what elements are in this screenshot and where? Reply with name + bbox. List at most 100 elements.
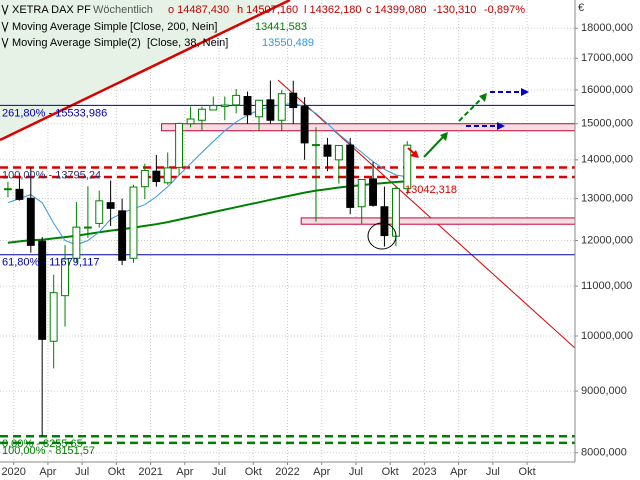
title: XETRA DAX PF [12,4,91,16]
legend-icon [1,21,9,33]
candle-body [209,105,218,111]
x-tick-label: Okt [382,466,399,478]
x-tick-label: Apr [450,466,467,478]
close: c 14399,080 [366,4,427,16]
x-tick-label: Okt [245,466,262,478]
candle-body [312,144,320,147]
x-tick-label: Apr [39,466,56,478]
candle-body [232,94,241,106]
candle-body [83,226,92,229]
y-tick-label: 10000,000 [581,330,633,342]
y-tick-label: 12000,000 [581,234,633,246]
candle-body [140,169,149,188]
level-label: 100,00% - 8151,57 [2,445,95,457]
change-pct: -0,897% [484,4,525,16]
candle-body [334,145,343,161]
candle-body [49,292,58,342]
candle-body [266,99,275,121]
legend-icon [1,37,9,49]
x-tick-label: Apr [176,466,193,478]
candle-body [186,118,195,125]
y-tick-label: 17000,000 [581,52,633,64]
candle-body [118,210,127,261]
legend-value: 13441,583 [255,21,307,33]
candle-body [175,122,184,168]
interval: Wöchentlich [93,4,153,16]
high: h 14507,160 [237,4,298,16]
candle-body [15,188,24,200]
legend-params: [Close, 38, Nein] [147,37,228,49]
candle-body [300,106,309,144]
candle-body [243,96,252,116]
open: o 14487,430 [168,4,229,16]
candle-body [72,226,81,259]
candle-body [255,99,263,118]
trend-line [0,0,291,142]
legend-params: [Close, 200, Nein] [130,21,217,33]
arrow-head [521,88,529,96]
trend-line [277,79,575,349]
arrow-head [440,132,448,141]
arrow-head [479,93,487,102]
candle-body [277,93,286,121]
x-tick-label: 2023 [412,466,436,478]
candle-body [129,186,138,259]
y-tick-label: 16000,000 [581,84,633,96]
legend-entry: Moving Average Simple(2) [12,37,141,49]
currency: € [578,2,584,14]
x-tick-label: Okt [519,466,536,478]
y-tick-label: 18000,000 [581,22,633,34]
candle-body [3,188,12,191]
candle-body [380,206,389,237]
highlight-circle [367,222,397,250]
arrow [423,135,445,158]
x-tick-label: 2020 [1,466,25,478]
candle-body [106,202,115,209]
annotation: 13042,318 [405,184,457,196]
x-tick-label: 2021 [138,466,162,478]
candle-body [38,240,47,340]
price-band [161,123,575,132]
candle-body [289,92,298,109]
price-band [300,217,575,225]
arrow-head [497,122,505,130]
legend-entry: Moving Average Simple [12,21,127,33]
y-tick-label: 14000,000 [581,154,633,166]
y-tick-label: 8000,000 [581,447,627,459]
candle-body [369,178,378,206]
candle-body [357,178,366,208]
candle-body [197,108,206,121]
x-tick-label: Jul [75,466,89,478]
x-tick-label: Jul [212,466,226,478]
x-tick-label: Jul [486,466,500,478]
candle-body [346,144,355,208]
icon [1,4,9,16]
legend-value: 13550,489 [262,37,314,49]
level-label: 61,80% - 11679,117 [2,257,99,269]
candle-body [152,170,161,183]
level-label: 100,00% - 13795,24 [2,169,101,181]
candle-body [26,197,35,246]
x-tick-label: Apr [313,466,330,478]
level-label: 0,00% - 8255,65 [2,438,83,450]
arrow-head [410,150,419,158]
level-label: 261,80% - 15533,986 [2,107,107,119]
annotations: 13042,318 261,80% - 15533,986 100,00% - 1… [2,88,529,457]
candle-body [403,144,412,190]
y-tick-label: 13000,000 [581,193,633,205]
x-tick-label: Okt [108,466,125,478]
low: l 14362,180 [304,4,362,16]
x-tick-label: Jul [349,466,363,478]
y-tick-label: 11000,000 [581,280,632,292]
y-tick-label: 9000,000 [581,385,627,397]
plot-area [0,0,575,462]
arrow [458,97,483,122]
x-tick-label: 2022 [275,466,299,478]
candle-body [95,200,104,224]
candle-body [163,167,172,184]
candle-body [220,104,229,108]
y-tick-label: 15000,000 [581,118,633,130]
candle-body [61,258,69,297]
candle-body [323,144,332,157]
